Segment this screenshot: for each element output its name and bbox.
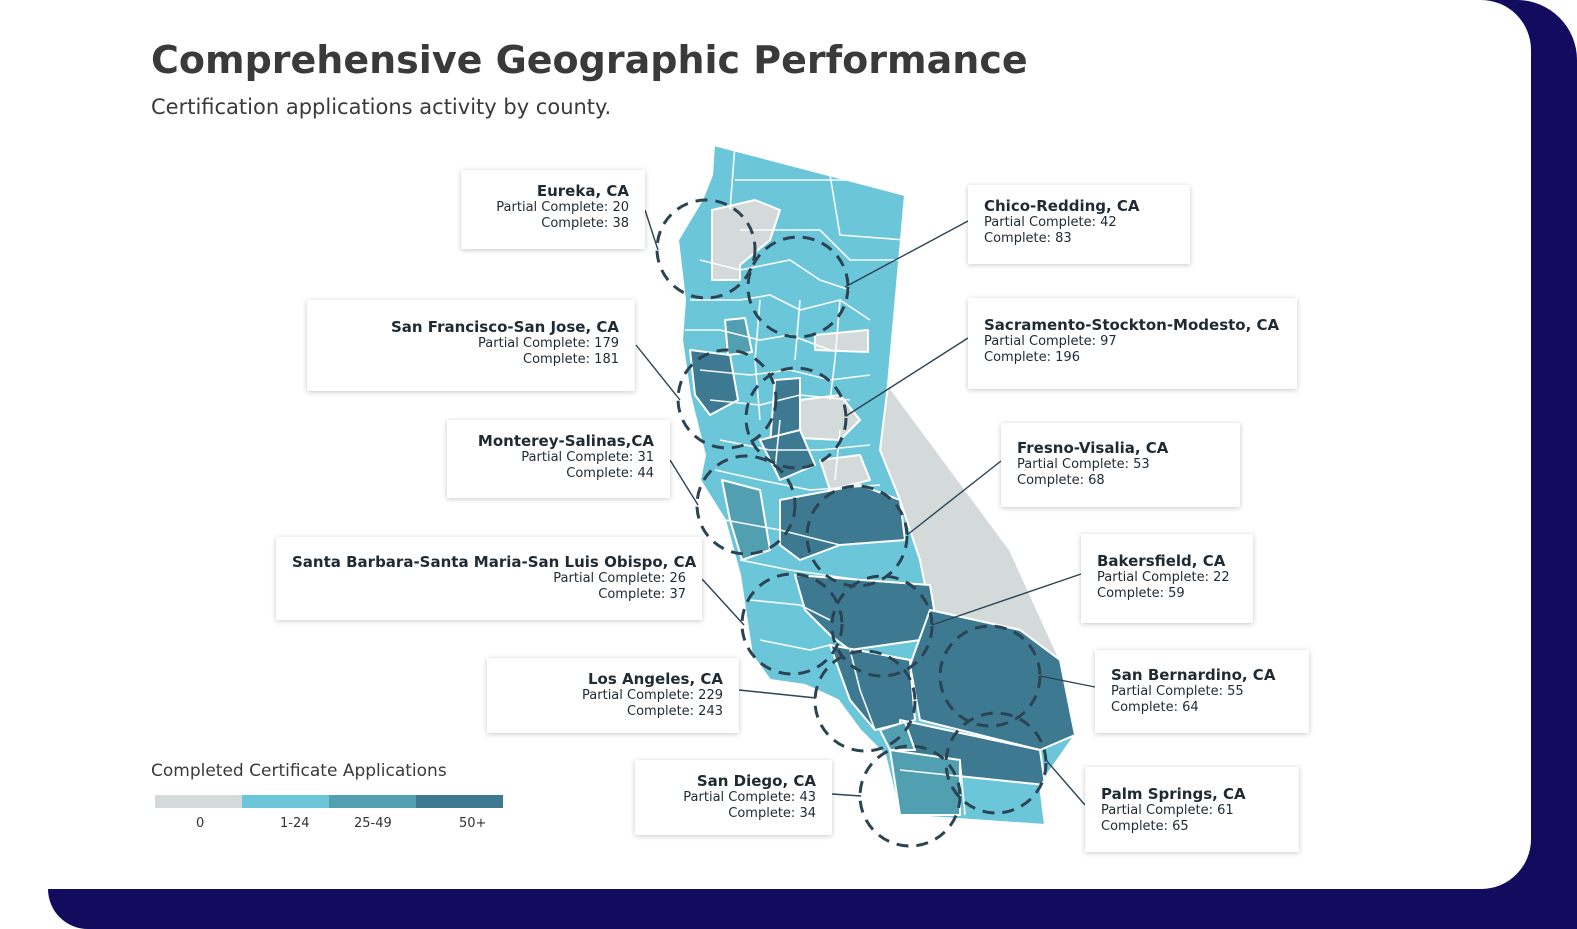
region-partial: Partial Complete: 42 (984, 215, 1117, 230)
highlight-bakersfield (830, 574, 934, 678)
region-name: Santa Barbara-Santa Maria-San Luis Obisp… (292, 553, 697, 571)
region-partial: Partial Complete: 61 (1101, 803, 1234, 818)
county-sf-bay-high (689, 349, 739, 416)
leader-chico-redding (844, 220, 969, 288)
highlight-eureka (655, 198, 757, 300)
region-complete: Complete: 181 (523, 352, 619, 367)
leader-bakersfield (931, 573, 1082, 626)
region-name: Los Angeles, CA (588, 670, 723, 688)
highlight-chico-redding (746, 235, 850, 339)
region-partial: Partial Complete: 26 (553, 571, 686, 586)
region-partial: Partial Complete: 229 (582, 688, 723, 703)
region-name: Sacramento-Stockton-Modesto, CA (984, 316, 1280, 334)
legend-swatch-25-49 (329, 795, 416, 808)
callout-palm-springs: Palm Springs, CA Partial Complete: 61 Co… (1085, 767, 1299, 852)
region-partial: Partial Complete: 43 (683, 790, 816, 805)
region-name: San Bernardino, CA (1111, 666, 1276, 684)
region-name: Eureka, CA (536, 182, 629, 200)
county-stanislaus-high (759, 429, 816, 481)
leader-eureka (644, 209, 659, 251)
legend-label-1-24: 1-24 (280, 816, 310, 831)
legend-swatch-0 (155, 795, 242, 808)
highlight-monterey (695, 454, 797, 556)
legend-title: Completed Certificate Applications (151, 761, 447, 781)
region-name: Bakersfield, CA (1097, 552, 1226, 570)
region-complete: Complete: 59 (1097, 586, 1185, 601)
county-mendocino-mid (724, 317, 753, 356)
callout-san-bernardino: San Bernardino, CA Partial Complete: 55 … (1095, 650, 1309, 733)
county-monterey-mid (721, 479, 771, 561)
region-complete: Complete: 65 (1101, 819, 1189, 834)
highlight-san-diego (858, 744, 962, 848)
leader-san-diego (831, 793, 862, 797)
region-complete: Complete: 37 (598, 587, 686, 602)
region-name: Fresno-Visalia, CA (1017, 439, 1169, 457)
region-partial: Partial Complete: 53 (1017, 457, 1150, 472)
highlight-palm-springs (944, 711, 1048, 815)
callout-fresno: Fresno-Visalia, CA Partial Complete: 53 … (1001, 423, 1240, 507)
region-partial: Partial Complete: 179 (478, 336, 619, 351)
highlight-sacramento (744, 366, 848, 470)
leader-sf-sanjose (635, 344, 681, 401)
callout-los-angeles: Los Angeles, CA Partial Complete: 229 Co… (487, 658, 739, 733)
highlight-santa-barbara (740, 572, 844, 676)
legend-swatch-50-plus (416, 795, 503, 808)
highlight-sf-sanjose (676, 348, 778, 450)
callout-bakersfield: Bakersfield, CA Partial Complete: 22 Com… (1081, 534, 1253, 623)
region-complete: Complete: 34 (728, 806, 816, 821)
region-complete: Complete: 196 (984, 350, 1080, 365)
leader-monterey (669, 459, 699, 506)
page-subtitle: Certification applications activity by c… (151, 95, 612, 119)
highlight-fresno (805, 484, 909, 588)
region-name: Palm Springs, CA (1101, 785, 1246, 803)
callout-sacramento: Sacramento-Stockton-Modesto, CA Partial … (968, 298, 1297, 389)
leader-san-bernardino (1039, 675, 1096, 688)
region-name: Monterey-Salinas,CA (477, 432, 654, 450)
region-partial: Partial Complete: 97 (984, 334, 1117, 349)
county-glenn-gray (814, 329, 869, 353)
callout-monterey: Monterey-Salinas,CA Partial Complete: 31… (447, 420, 670, 498)
region-partial: Partial Complete: 55 (1111, 684, 1244, 699)
region-partial: Partial Complete: 22 (1097, 570, 1230, 585)
region-complete: Complete: 64 (1111, 700, 1199, 715)
region-name: San Diego, CA (696, 772, 816, 790)
county-sandiego-mid (889, 749, 961, 816)
legend-swatch-1-24 (242, 795, 329, 808)
callout-sf-sanjose: San Francisco-San Jose, CA Partial Compl… (307, 300, 635, 391)
region-partial: Partial Complete: 20 (496, 200, 629, 215)
callout-santa-barbara: Santa Barbara-Santa Maria-San Luis Obisp… (276, 537, 702, 620)
legend-label-25-49: 25-49 (354, 816, 392, 831)
region-complete: Complete: 44 (566, 466, 654, 481)
leader-palm-springs (1045, 759, 1086, 806)
leader-sacramento (845, 337, 969, 417)
leader-los-angeles (738, 689, 817, 699)
leader-santa-barbara (701, 578, 745, 626)
legend-label-50-plus: 50+ (459, 816, 487, 831)
callout-san-diego: San Diego, CA Partial Complete: 43 Compl… (635, 760, 832, 835)
county-mariposa-gray (819, 454, 871, 491)
region-partial: Partial Complete: 31 (521, 450, 654, 465)
callout-eureka: Eureka, CA Partial Complete: 20 Complete… (461, 170, 645, 249)
region-complete: Complete: 243 (627, 704, 723, 719)
callout-chico-redding: Chico-Redding, CA Partial Complete: 42 C… (968, 185, 1190, 264)
region-complete: Complete: 68 (1017, 473, 1105, 488)
region-name: San Francisco-San Jose, CA (390, 318, 619, 336)
region-complete: Complete: 83 (984, 231, 1072, 246)
leader-fresno (906, 460, 1002, 536)
page-title: Comprehensive Geographic Performance (151, 38, 1028, 82)
region-name: Chico-Redding, CA (984, 197, 1140, 215)
highlight-los-angeles (813, 649, 917, 753)
region-complete: Complete: 38 (541, 216, 629, 231)
legend-label-0: 0 (196, 816, 205, 831)
